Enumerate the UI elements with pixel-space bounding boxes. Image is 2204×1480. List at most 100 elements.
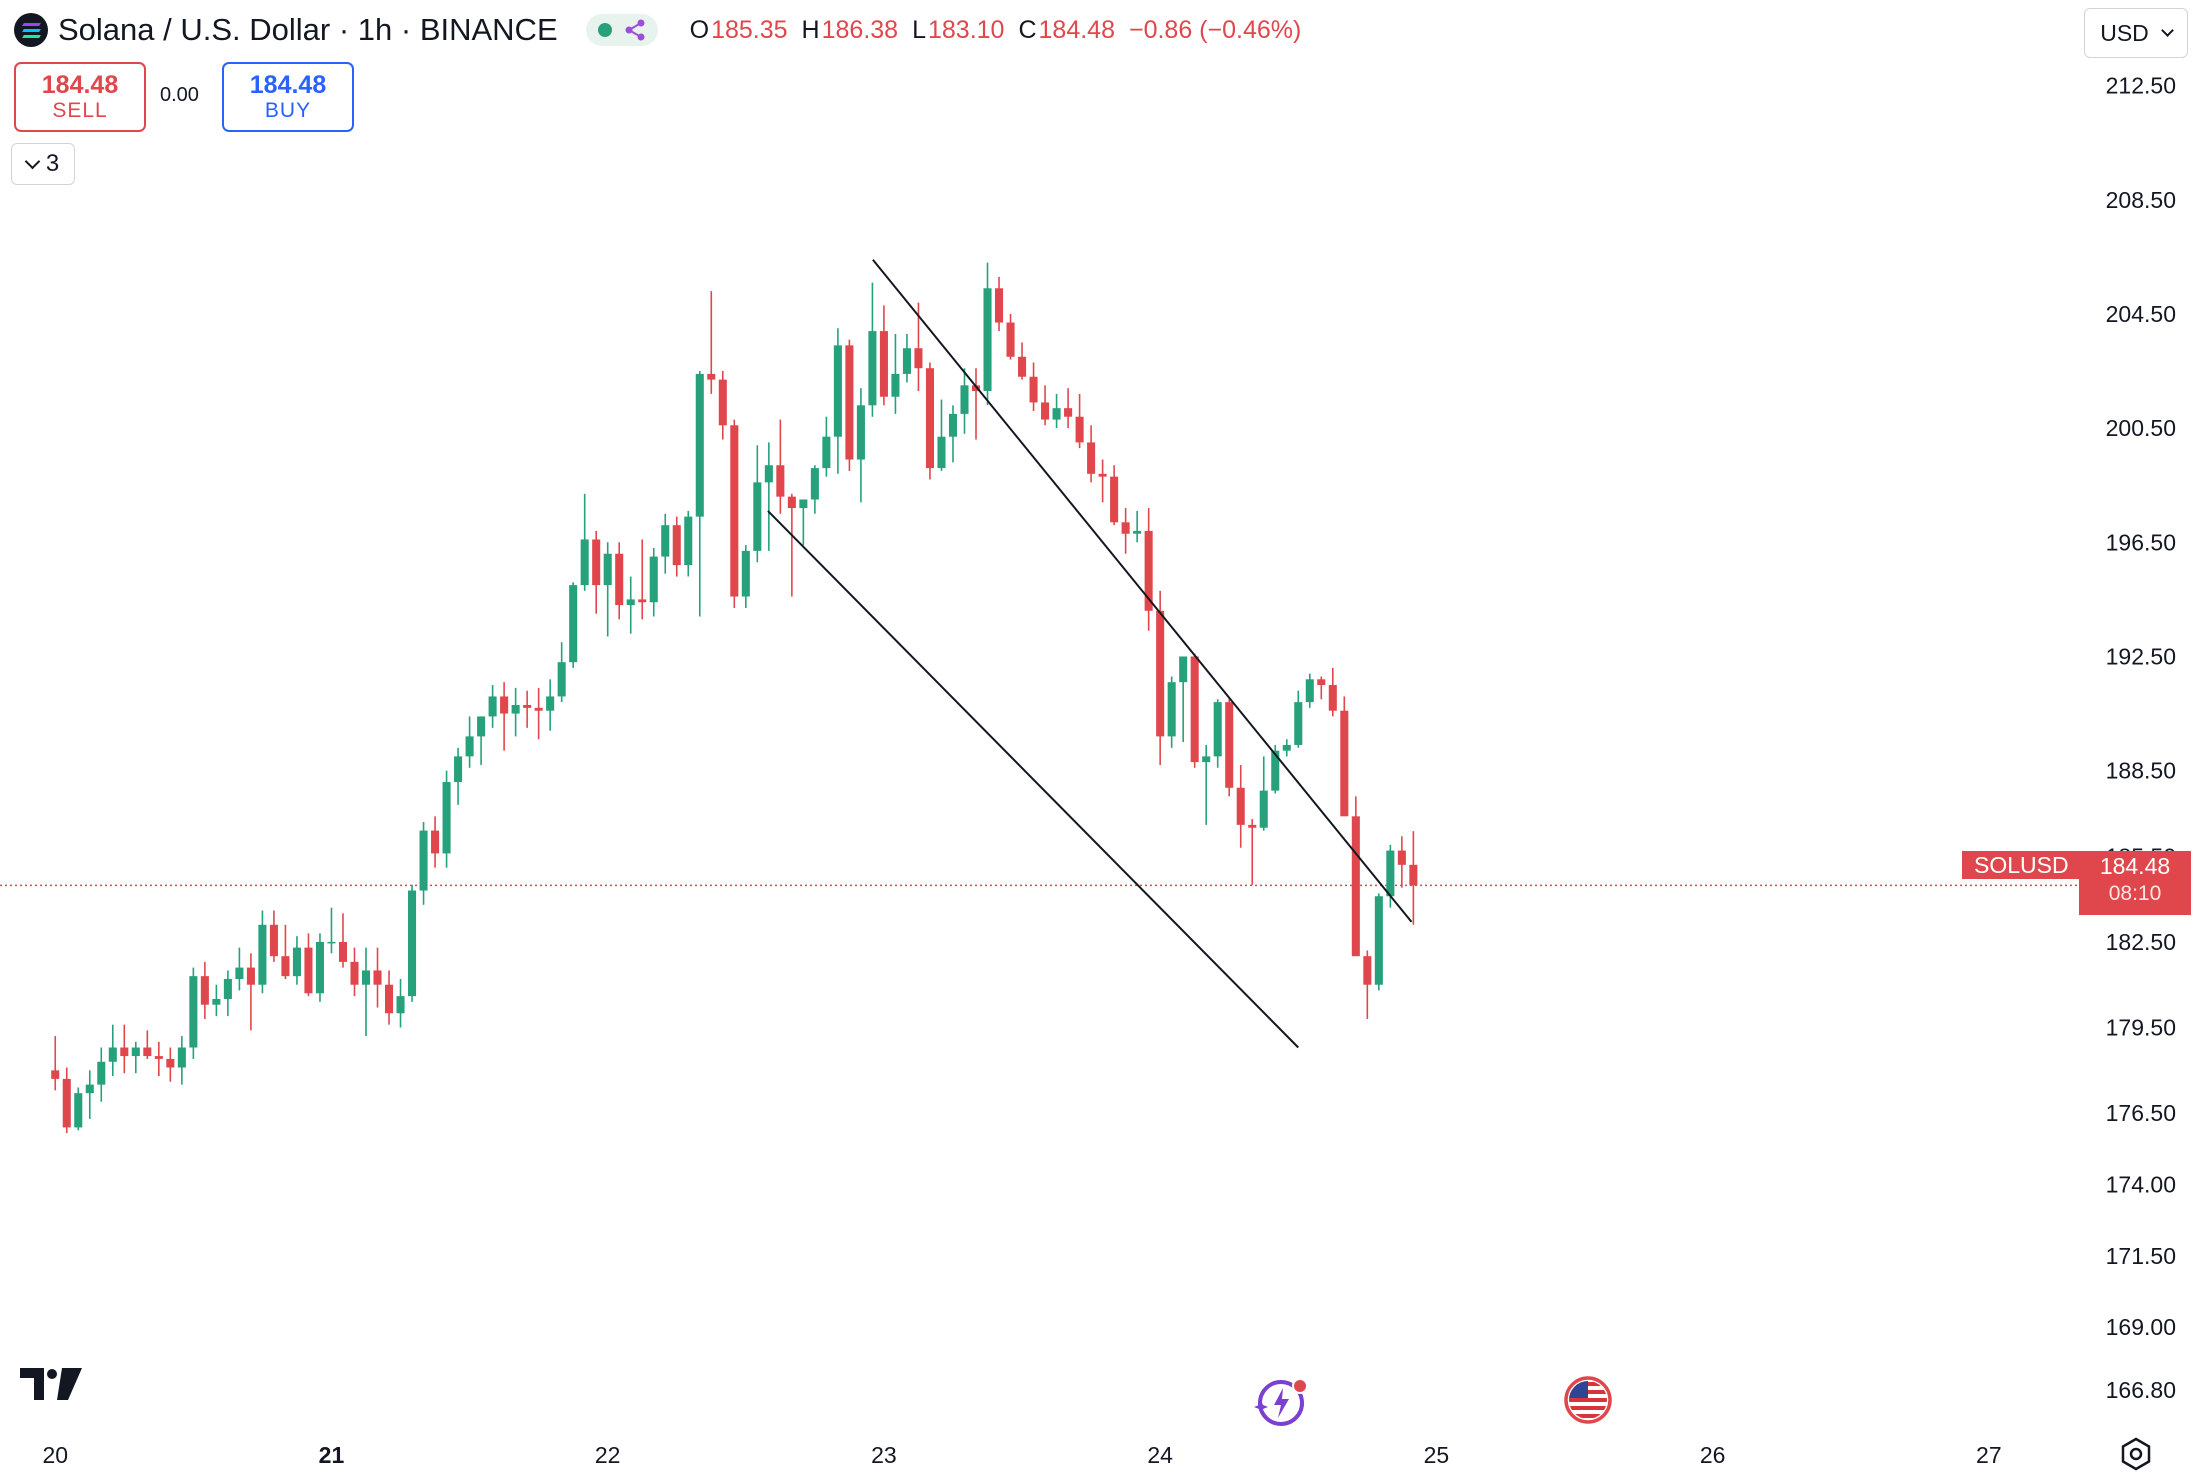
buy-button[interactable]: 184.48 BUY — [222, 62, 354, 132]
candle — [638, 539, 647, 620]
candle — [960, 368, 969, 434]
candle-body — [891, 373, 900, 397]
candle — [1121, 508, 1130, 554]
candle — [177, 1036, 186, 1085]
candle-body — [1006, 322, 1015, 357]
candle-body — [361, 970, 371, 985]
candle-body — [384, 984, 394, 1014]
candle — [419, 822, 428, 905]
price-tick-label: 208.50 — [2106, 187, 2176, 213]
price-tick-label: 179.50 — [2106, 1015, 2176, 1041]
candle — [684, 510, 693, 577]
candle-body — [1386, 850, 1395, 897]
time-axis[interactable]: 20 21 22 23 24 25 26 27 — [42, 1442, 2001, 1468]
candle-body — [1156, 610, 1165, 737]
price-axis[interactable]: 212.50 208.50 204.50 200.50 196.50 192.50 188.… — [2106, 73, 2176, 1403]
candle — [718, 371, 727, 440]
candle — [626, 576, 635, 634]
candle-body — [154, 1056, 163, 1059]
economic-event-us-flag-icon[interactable] — [1564, 1376, 1612, 1424]
indicators-toggle-button[interactable]: 3 — [11, 143, 75, 185]
candle — [1374, 893, 1383, 991]
candle — [315, 933, 324, 1002]
candle-body — [948, 413, 958, 437]
candle — [212, 984, 221, 1017]
candle-body — [914, 348, 923, 369]
candle-body — [799, 499, 808, 509]
candle-body — [1179, 656, 1188, 683]
candle — [764, 442, 773, 551]
candle — [879, 305, 888, 406]
event-lightning-icon[interactable] — [1252, 1376, 1310, 1426]
candle-body — [810, 468, 819, 500]
price-tick-label: 166.80 — [2106, 1377, 2176, 1403]
candle — [1075, 393, 1084, 449]
candle-body — [1098, 473, 1107, 477]
sell-button[interactable]: 184.48 SELL — [14, 62, 146, 132]
candle-body — [408, 890, 417, 997]
channel-lower-trendline[interactable] — [767, 510, 1299, 1049]
close-label: C — [1018, 15, 1037, 44]
candle — [937, 399, 946, 471]
candle — [1248, 819, 1257, 885]
candle — [983, 262, 992, 406]
change-value: −0.86 (−0.46%) — [1128, 15, 1302, 44]
candle-body — [868, 331, 877, 406]
high-label: H — [801, 15, 820, 44]
candle-body — [603, 553, 612, 586]
candle — [74, 1087, 83, 1131]
ohlc-values: O185.35 H186.38 L183.10 C184.48 −0.86 (−… — [690, 16, 1302, 45]
candle — [1282, 739, 1291, 757]
candle-body — [638, 599, 647, 603]
settings-gear-icon[interactable] — [2119, 1437, 2153, 1471]
candle-body — [97, 1061, 106, 1085]
candle — [1087, 425, 1096, 483]
trendlines-layer[interactable] — [767, 259, 1413, 1049]
candle-body — [85, 1084, 94, 1094]
candle-body — [373, 970, 382, 985]
candle — [1018, 342, 1027, 380]
candle-body — [557, 662, 566, 697]
tradingview-logo-icon[interactable] — [20, 1368, 82, 1400]
candle-body — [1018, 356, 1027, 377]
candle — [500, 682, 509, 751]
candle-body — [281, 956, 290, 977]
spread-value: 0.00 — [160, 84, 199, 106]
candle-body — [649, 556, 658, 603]
candle — [707, 291, 716, 394]
channel-upper-trendline[interactable] — [872, 259, 1413, 923]
candle-body — [419, 830, 428, 891]
candle — [1317, 676, 1326, 700]
candle-body — [672, 525, 681, 566]
time-tick-label: 22 — [595, 1442, 621, 1468]
candle — [1213, 699, 1222, 768]
market-status-pill[interactable] — [585, 14, 658, 46]
candle-body — [1167, 682, 1176, 737]
candle — [1156, 590, 1165, 765]
candle — [1190, 653, 1199, 768]
candle-body — [776, 465, 785, 497]
symbol-title[interactable]: Solana / U.S. Dollar · 1h · BINANCE — [58, 12, 558, 47]
currency-select[interactable]: USD — [2084, 8, 2188, 58]
candle-body — [350, 961, 359, 985]
candle-body — [1225, 702, 1234, 788]
candle-body — [292, 947, 301, 977]
market-open-dot-icon — [597, 23, 612, 37]
bar-countdown: 08:10 — [2108, 882, 2162, 905]
candle — [868, 282, 877, 417]
candle — [845, 339, 854, 471]
candle-body — [1064, 408, 1073, 417]
candle — [85, 1070, 94, 1119]
time-tick-label: 20 — [42, 1442, 68, 1468]
candle-body — [879, 331, 888, 397]
open-label: O — [689, 15, 710, 44]
candle-body — [661, 525, 670, 557]
candle — [120, 1024, 129, 1074]
high-value: 186.38 — [821, 15, 899, 44]
candle-body — [442, 782, 451, 854]
candles-layer — [51, 262, 1418, 1134]
candle-body — [546, 696, 555, 711]
last-price-value: 184.48 — [2099, 853, 2171, 879]
candle-body — [51, 1070, 60, 1079]
